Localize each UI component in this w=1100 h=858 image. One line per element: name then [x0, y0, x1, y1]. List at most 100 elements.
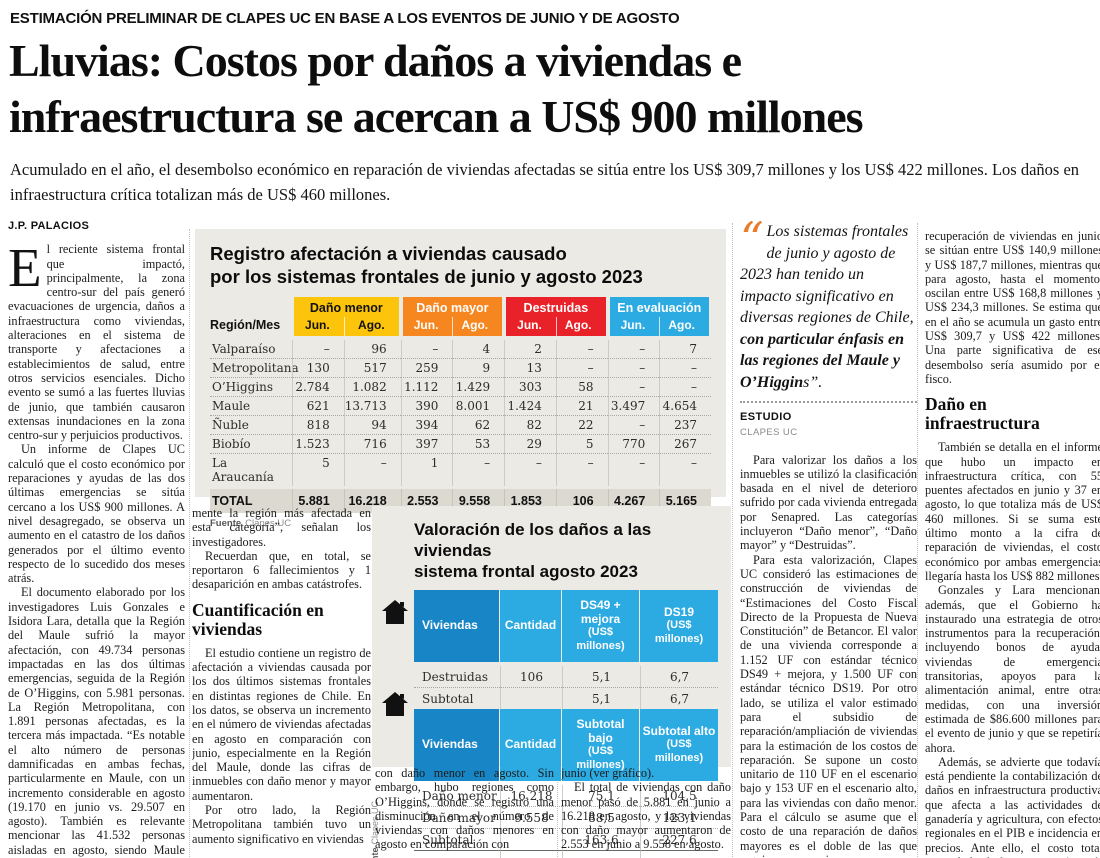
paragraph: El documento elaborado por los investiga…: [8, 585, 185, 858]
cell: 163,6: [562, 829, 640, 850]
total-cell: [500, 850, 562, 858]
quote-mark-icon: “: [740, 221, 763, 266]
group-header-dano-mayor: Daño mayor: [402, 297, 503, 317]
cell: 394: [400, 416, 453, 435]
row-label: Metropolitana: [210, 359, 299, 378]
cell: –: [400, 340, 453, 359]
subcol-header: Ago.: [343, 317, 399, 336]
article-column-2b: mente la región más afectada en esta cat…: [192, 506, 371, 858]
pull-quote: “Los sistemas frontales de junio y agost…: [740, 221, 914, 391]
headline-line-2: infraestructura se acercan a US$ 900 mil…: [9, 91, 864, 142]
paragraph: El total de viviendas con daño menor pas…: [561, 780, 731, 852]
cell: 62: [452, 416, 505, 435]
cell: 517: [343, 359, 401, 378]
subcol-header: Jun.: [506, 317, 556, 336]
byline: J.P. PALACIOS: [8, 220, 90, 232]
column-rule: [732, 223, 733, 858]
cell: –: [607, 359, 660, 378]
column-rule: [557, 766, 558, 858]
cell: 390: [400, 397, 453, 416]
paragraph: También se detalla en el informe que hub…: [925, 440, 1100, 583]
total-cell: 5.881: [292, 489, 344, 513]
cell: [500, 829, 562, 850]
paragraph: Para valorizar los daños a los inmuebles…: [740, 452, 917, 553]
cell: –: [555, 454, 608, 486]
paragraph: Además, se advierte que todavía está pen…: [925, 754, 1100, 858]
column-rule: [189, 229, 190, 858]
column-header: DS19 (US$ millones): [640, 590, 718, 662]
cell: –: [292, 340, 344, 359]
cell: 9: [452, 359, 505, 378]
page-title: Lluvias: Costos por daños a viviendas e …: [9, 33, 1092, 145]
paragraph: mente la región más afectada en esta cat…: [192, 506, 371, 549]
cell: 1.429: [452, 378, 505, 397]
column-header: Cantidad: [500, 709, 561, 781]
cell: –: [659, 454, 711, 486]
section-heading: Cuantificación en viviendas: [192, 599, 324, 639]
row-label: La Araucanía: [212, 456, 274, 484]
column-header: DS49 + mejora (US$ millones): [562, 590, 639, 662]
headline-line-1: Lluvias: Costos por daños a viviendas e: [9, 35, 742, 86]
cell: 621: [292, 397, 344, 416]
cell: 6,7: [640, 688, 718, 709]
cell: 267: [659, 435, 711, 454]
article-column-5: “Los sistemas frontales de junio y agost…: [740, 221, 917, 858]
damage-valuation-table: Valoración de los daños a las viviendas …: [370, 506, 731, 858]
cell: 4: [452, 340, 505, 359]
cell: –: [659, 378, 711, 397]
cell: 3.497: [607, 397, 660, 416]
row-label: Daño menor: [414, 785, 500, 807]
cell: 5,1: [562, 688, 640, 709]
cell: –: [659, 359, 711, 378]
cell: –: [555, 340, 608, 359]
quote-attribution-label: ESTUDIO: [740, 411, 792, 423]
column-header: Viviendas: [414, 709, 499, 781]
cell: 303: [504, 378, 556, 397]
paragraph: Para esta valorización, Clapes UC consid…: [740, 552, 917, 858]
group-header-dano-menor: Daño menor: [294, 297, 399, 317]
cell: 7: [659, 340, 711, 359]
cell: 5: [555, 435, 608, 454]
total-row-label: TOTAL: [210, 489, 292, 513]
cell: 237: [659, 416, 711, 435]
section-heading: Daño en infraestructura: [925, 394, 1040, 434]
cell: 21: [555, 397, 608, 416]
paragraph: Recuerdan que, en total, se reportaron 6…: [192, 548, 371, 592]
cell: 818: [292, 416, 344, 435]
table-grid: Región/Mes Daño menor Daño mayor Destrui…: [210, 297, 711, 513]
cell: 1: [400, 454, 453, 486]
cell: 1.082: [343, 378, 401, 397]
cell: –: [452, 454, 504, 486]
cell: 16.218: [500, 785, 562, 807]
row-label: Subtotal: [422, 692, 474, 706]
cell: 8.001: [452, 397, 505, 416]
cell: 130: [292, 359, 344, 378]
cell: –: [607, 416, 660, 435]
column-rule: [917, 223, 918, 858]
paragraph: Gonzales y Lara mencionan, además, que e…: [925, 583, 1100, 755]
divider: [740, 401, 917, 403]
cell: 5: [292, 454, 344, 486]
subcol-header: Ago.: [659, 317, 709, 336]
cell: 13.713: [343, 397, 401, 416]
group-header-destruidas: Destruidas: [506, 297, 606, 317]
cell: 82: [504, 416, 556, 435]
subcol-header: Ago.: [555, 317, 606, 336]
cell: –: [555, 359, 608, 378]
subcol-header: Jun.: [609, 317, 660, 336]
cell: 58: [555, 378, 608, 397]
cell: 4.654: [659, 397, 711, 416]
paragraph: El estudio contiene un registro de afect…: [192, 645, 371, 803]
subcol-header: Ago.: [452, 317, 503, 336]
subheadline: Acumulado en el año, el desembolso econó…: [10, 160, 1080, 204]
column-header: Viviendas: [414, 590, 499, 662]
row-label: Subtotal: [422, 833, 474, 847]
cell: 104,5: [640, 785, 718, 807]
cell: 2.784: [292, 378, 344, 397]
row-label: Valparaíso: [210, 340, 292, 359]
paragraph: Por otro lado, la Región Metropolitana t…: [192, 803, 371, 846]
